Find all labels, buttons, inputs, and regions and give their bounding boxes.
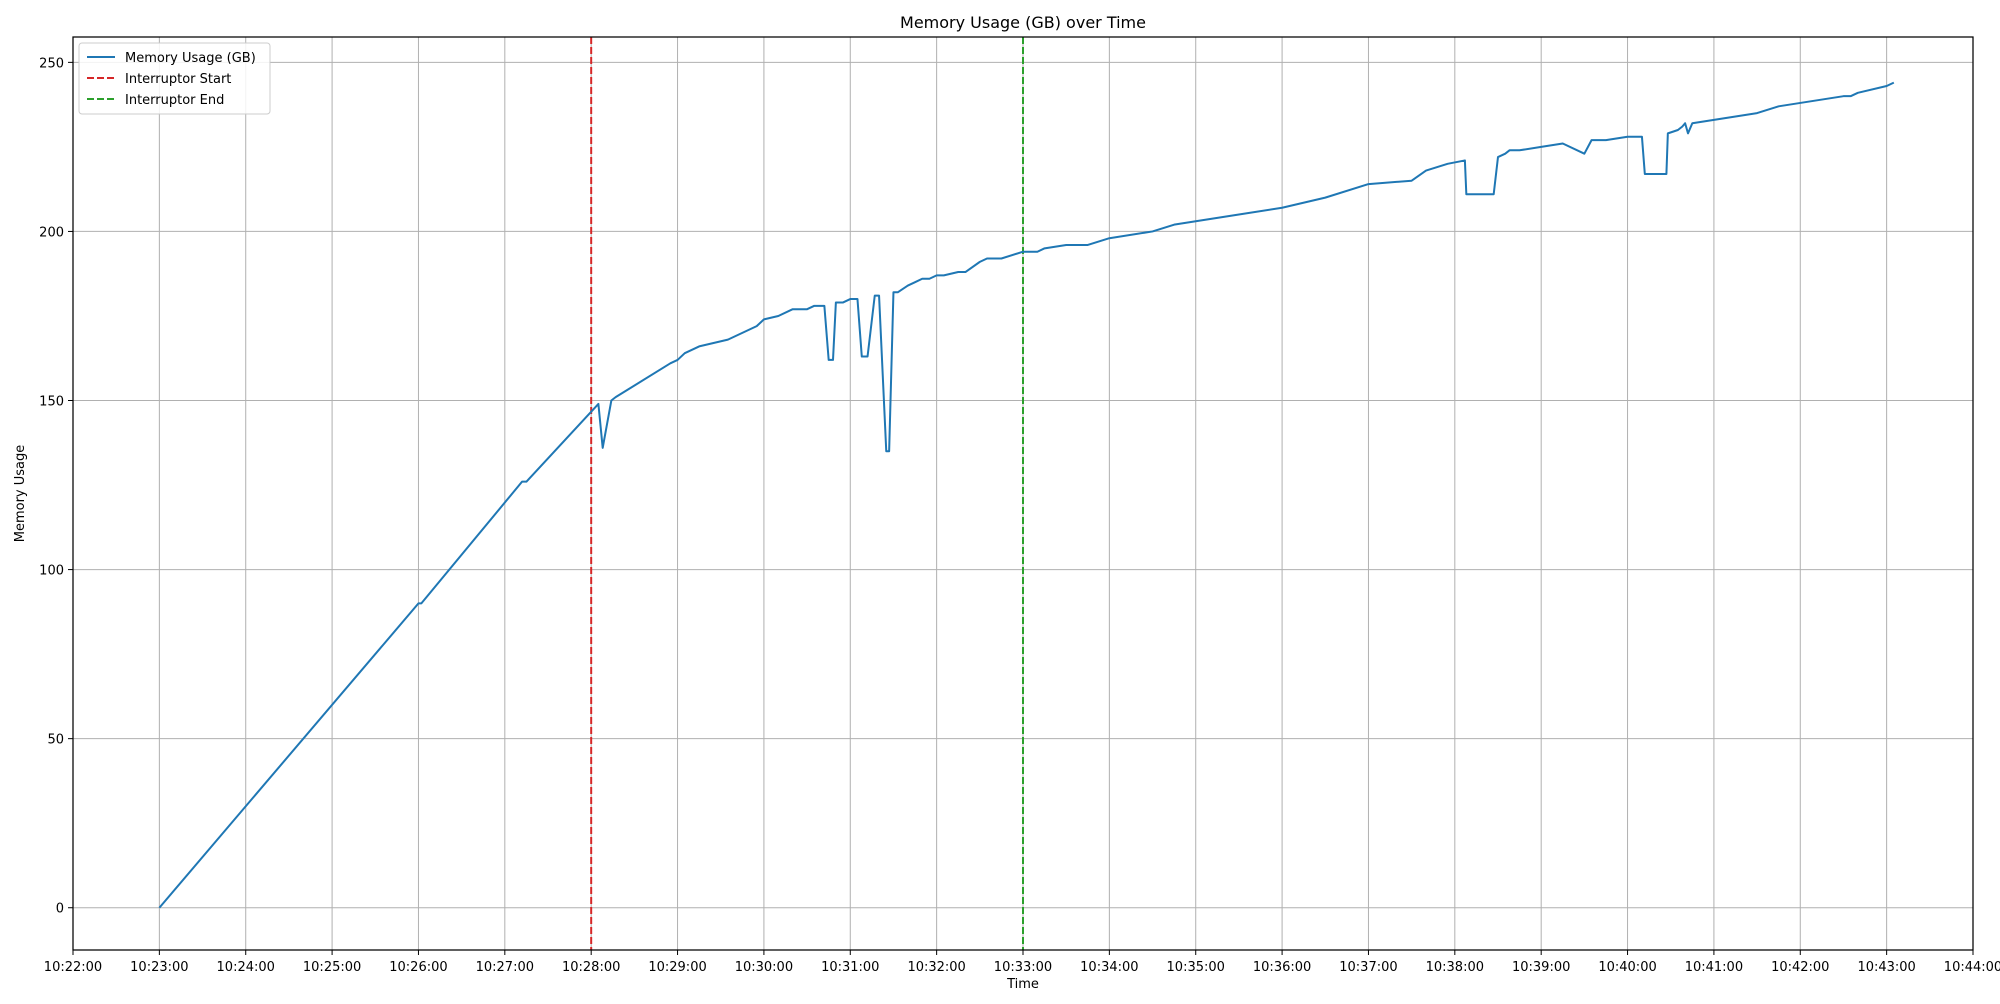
y-tick-label: 150 bbox=[39, 395, 64, 410]
x-tick-label: 10:24:00 bbox=[217, 960, 275, 975]
legend-label: Interruptor Start bbox=[125, 72, 231, 87]
y-tick-label: 250 bbox=[39, 56, 64, 71]
x-tick-label: 10:29:00 bbox=[648, 960, 706, 975]
x-tick-label: 10:36:00 bbox=[1253, 960, 1311, 975]
legend: Memory Usage (GB) Interruptor Start Interr… bbox=[78, 42, 271, 115]
x-tick-label: 10:31:00 bbox=[821, 960, 879, 975]
x-tick-label: 10:30:00 bbox=[735, 960, 793, 975]
x-tick-label: 10:39:00 bbox=[1512, 960, 1570, 975]
x-tick-label: 10:43:00 bbox=[1857, 960, 1915, 975]
legend-label: Memory Usage (GB) bbox=[125, 51, 256, 66]
x-tick-label: 10:34:00 bbox=[1080, 960, 1138, 975]
x-tick-label: 10:37:00 bbox=[1339, 960, 1397, 975]
legend-box bbox=[78, 42, 271, 115]
series-layer bbox=[158, 81, 1895, 909]
x-tick-label: 10:26:00 bbox=[389, 960, 447, 975]
x-tick-label: 10:32:00 bbox=[907, 960, 965, 975]
x-axis-ticks: 10:22:00 10:23:00 10:24:00 10:25:00 10:26:00… bbox=[44, 950, 2000, 975]
x-tick-label: 10:33:00 bbox=[994, 960, 1052, 975]
y-tick-label: 0 bbox=[56, 902, 64, 917]
x-tick-label: 10:41:00 bbox=[1685, 960, 1743, 975]
x-tick-label: 10:42:00 bbox=[1771, 960, 1829, 975]
y-tick-label: 200 bbox=[39, 225, 64, 240]
series-line bbox=[158, 81, 1895, 909]
legend-label: Interruptor End bbox=[125, 93, 224, 108]
x-tick-label: 10:35:00 bbox=[1167, 960, 1225, 975]
x-tick-label: 10:28:00 bbox=[562, 960, 620, 975]
y-tick-label: 50 bbox=[47, 733, 64, 748]
x-tick-label: 10:38:00 bbox=[1426, 960, 1484, 975]
y-axis-label: Memory Usage bbox=[13, 445, 28, 543]
x-tick-label: 10:40:00 bbox=[1598, 960, 1656, 975]
x-tick-label: 10:22:00 bbox=[44, 960, 102, 975]
y-tick-label: 100 bbox=[39, 564, 64, 579]
y-axis-ticks: 0 50 100 150 200 250 bbox=[39, 56, 73, 917]
x-tick-label: 10:27:00 bbox=[476, 960, 534, 975]
x-tick-label: 10:25:00 bbox=[303, 960, 361, 975]
x-tick-label: 10:23:00 bbox=[130, 960, 188, 975]
chart-title: Memory Usage (GB) over Time bbox=[900, 13, 1146, 32]
x-axis-label: Time bbox=[1006, 977, 1039, 992]
x-tick-label: 10:44:00 bbox=[1944, 960, 2000, 975]
vertical-markers bbox=[590, 37, 1024, 950]
